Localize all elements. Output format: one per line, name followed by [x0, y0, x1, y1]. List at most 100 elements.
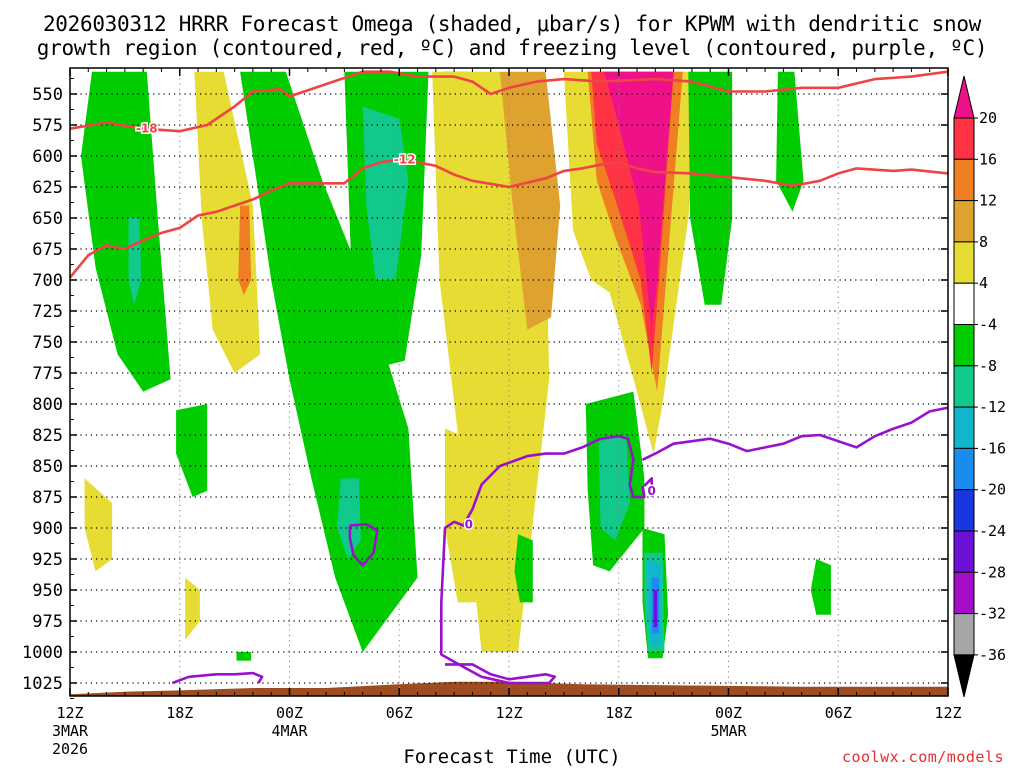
dendritic-contour-label: -12 [394, 153, 416, 167]
colorbar-label: 4 [979, 274, 988, 292]
y-tick-label: 925 [32, 550, 63, 570]
y-tick-label: 825 [32, 426, 63, 446]
y-tick-label: 675 [32, 240, 63, 260]
colorbar-bin [953, 241, 975, 284]
omega-region-jet-magenta [604, 71, 674, 330]
chart-title-line-1: 2026030312 HRRR Forecast Omega (shaded, … [42, 12, 982, 36]
freezing-contour-label: 0 [647, 484, 655, 498]
x-year-label: 2026 [52, 740, 88, 758]
x-tick-label: 18Z [166, 704, 193, 722]
y-tick-label: 750 [32, 333, 63, 353]
freezing-contour-0 [440, 434, 646, 685]
dendritic-contour-0 [70, 70, 948, 133]
colorbar-bin [953, 117, 975, 160]
omega-region-green-band-2 [240, 71, 418, 652]
colorbar-label: 12 [979, 192, 997, 210]
x-date-label: 4MAR [271, 722, 308, 740]
omega-region-green-band-1 [81, 71, 171, 392]
x-tick-label: 18Z [605, 704, 632, 722]
omega-region-purple-core [653, 590, 658, 628]
y-tick-label: 575 [32, 116, 63, 136]
y-tick-label: 1000 [22, 643, 63, 663]
y-tick-label: 875 [32, 488, 63, 508]
omega-region-yellow-left-2 [185, 577, 200, 640]
x-axis-label: Forecast Time (UTC) [403, 746, 621, 768]
colorbar-label: -16 [979, 439, 1006, 457]
colorbar-top-arrow [953, 75, 975, 119]
colorbar-bin [953, 447, 975, 491]
omega-region-teal-4 [598, 435, 630, 541]
colorbar: 20 16 12 8 4 -4 -8 -12 -16 -20 -24 -28 -32 -36 [953, 75, 1006, 698]
colorbar-label: -32 [979, 605, 1006, 623]
omega-region-orange-streak [238, 205, 252, 295]
omega-region-green-right-5 [514, 534, 533, 603]
omega-region-green-right-1 [688, 71, 733, 305]
omega-region-green-right-3 [176, 404, 208, 497]
credit-link[interactable]: coolwx.com/models [841, 748, 1004, 766]
colorbar-bin [953, 406, 975, 449]
colorbar-bin [953, 613, 975, 656]
omega-region-yellow-band-a [194, 71, 261, 373]
colorbar-label: -20 [979, 481, 1006, 499]
y-tick-label: 650 [32, 209, 63, 229]
y-tick-label: 850 [32, 457, 63, 477]
colorbar-label: -8 [979, 357, 997, 375]
colorbar-bin [953, 365, 975, 408]
contour-layer: -18 -12 0 0 [70, 70, 948, 685]
dendritic-contour-1 [70, 158, 948, 279]
y-tick-label: 550 [32, 85, 63, 105]
x-tick-label: 12Z [934, 704, 961, 722]
y-tick-label: 725 [32, 302, 63, 322]
colorbar-label: 16 [979, 150, 997, 168]
y-tick-label: 800 [32, 395, 63, 415]
omega-region-green-right-2 [776, 71, 804, 212]
x-date-label: 3MAR [52, 722, 89, 740]
omega-region-green-small [236, 652, 252, 661]
colorbar-label: -28 [979, 563, 1006, 581]
freezing-contour-4 [171, 671, 264, 685]
colorbar-bin [953, 489, 975, 532]
omega-region-yellow-mid [445, 428, 477, 603]
omega-region-green-right-4 [810, 559, 831, 615]
omega-region-orange-band-b [499, 71, 561, 330]
x-tick-label: 00Z [715, 704, 742, 722]
colorbar-bin [953, 530, 975, 573]
x-tick-label: 12Z [56, 704, 83, 722]
colorbar-label: -12 [979, 398, 1006, 416]
freezing-contour-label: 0 [465, 517, 473, 531]
axes-layer: 550 575 600 625 650 675 700 725 750 775 800 825 850 8… [22, 67, 962, 758]
colorbar-label: -24 [979, 522, 1006, 540]
colorbar-bin [953, 158, 975, 202]
y-tick-label: 625 [32, 178, 63, 198]
colorbar-bin [953, 571, 975, 615]
omega-region-teal-3 [337, 478, 361, 559]
freezing-contour-3 [348, 523, 379, 567]
colorbar-label: -36 [979, 646, 1006, 664]
y-tick-label: 975 [32, 612, 63, 632]
y-tick-label: 1025 [22, 674, 63, 694]
omega-region-yellow-left-1 [84, 478, 113, 572]
y-tick-label: 775 [32, 364, 63, 384]
dendritic-contour-label: -18 [136, 122, 158, 136]
x-tick-label: 06Z [386, 704, 413, 722]
chart-title-line-2: growth region (contoured, red, ºC) and f… [36, 36, 988, 60]
colorbar-bin [953, 324, 975, 367]
y-tick-label: 900 [32, 519, 63, 539]
omega-region-teal-1 [128, 218, 142, 305]
colorbar-bin [953, 282, 975, 326]
y-tick-label: 600 [32, 147, 63, 167]
x-tick-label: 00Z [276, 704, 303, 722]
colorbar-label: 20 [979, 109, 997, 127]
x-tick-label: 12Z [495, 704, 522, 722]
freezing-contour-2 [641, 406, 948, 461]
x-date-label: 5MAR [710, 722, 747, 740]
colorbar-label: -4 [979, 316, 997, 334]
omega-region-teal-2 [362, 106, 409, 281]
x-tick-label: 06Z [825, 704, 852, 722]
y-tick-label: 950 [32, 581, 63, 601]
colorbar-bottom-arrow [953, 654, 975, 698]
y-tick-label: 700 [32, 271, 63, 291]
colorbar-label: 8 [979, 233, 988, 251]
freezing-contour-1 [643, 477, 653, 497]
